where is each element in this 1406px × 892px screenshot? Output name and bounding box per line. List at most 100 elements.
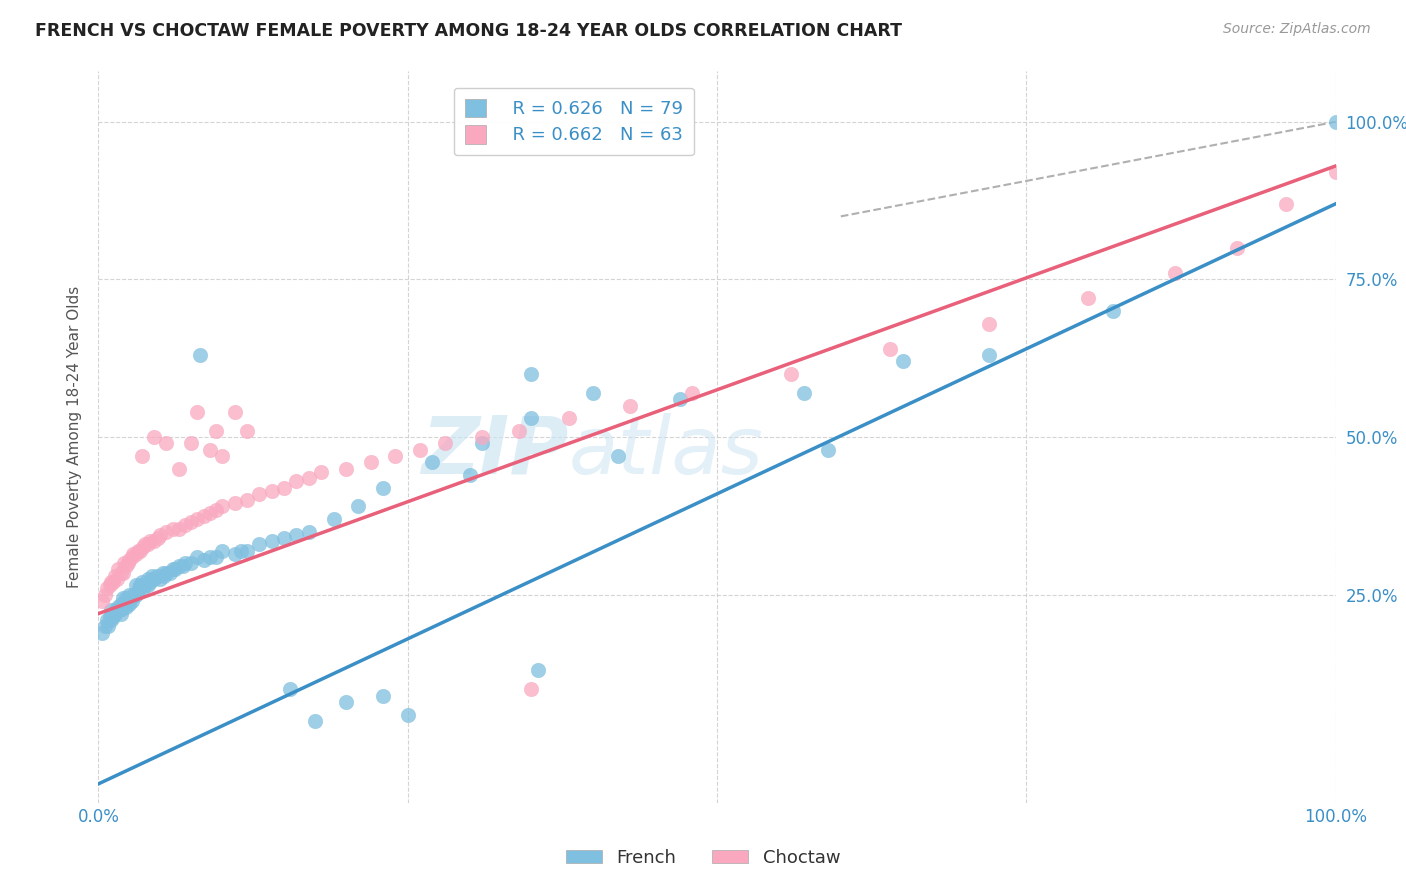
Point: [103, 609, 125, 624]
Point: [165, 562, 187, 576]
Point: [681, 386, 703, 401]
Point: [155, 566, 177, 580]
Point: [1324, 165, 1347, 179]
Point: [136, 537, 159, 551]
Text: ZIP: ZIP: [422, 413, 568, 491]
Point: [155, 436, 177, 450]
Point: [198, 506, 221, 520]
Point: [132, 582, 155, 596]
Point: [103, 569, 125, 583]
Point: [124, 547, 146, 561]
Point: [114, 559, 136, 574]
Point: [134, 578, 156, 592]
Point: [1324, 115, 1347, 129]
Point: [100, 603, 122, 617]
Point: [103, 575, 125, 590]
Point: [236, 543, 259, 558]
Point: [93, 619, 115, 633]
Point: [285, 528, 308, 542]
Point: [180, 556, 202, 570]
Point: [96, 613, 118, 627]
Point: [526, 664, 548, 678]
Point: [149, 528, 172, 542]
Point: [229, 543, 252, 558]
Point: [136, 572, 159, 586]
Point: [180, 436, 202, 450]
Point: [304, 714, 326, 728]
Point: [105, 572, 128, 586]
Point: [110, 597, 132, 611]
Point: [335, 461, 357, 475]
Point: [124, 578, 146, 592]
Point: [236, 424, 259, 438]
Point: [211, 500, 233, 514]
Point: [174, 556, 197, 570]
Point: [1164, 266, 1187, 280]
Point: [149, 572, 172, 586]
Point: [139, 534, 162, 549]
Point: [91, 625, 114, 640]
Point: [793, 386, 815, 401]
Legend: French, Choctaw: French, Choctaw: [558, 842, 848, 874]
Point: [112, 597, 135, 611]
Point: [112, 600, 135, 615]
Point: [129, 578, 152, 592]
Point: [167, 521, 190, 535]
Point: [127, 584, 149, 599]
Point: [1077, 291, 1099, 305]
Point: [607, 449, 630, 463]
Point: [110, 566, 132, 580]
Point: [91, 594, 114, 608]
Point: [132, 541, 155, 555]
Point: [458, 467, 481, 482]
Point: [247, 537, 270, 551]
Point: [371, 689, 394, 703]
Point: [224, 496, 246, 510]
Point: [124, 588, 146, 602]
Point: [118, 588, 141, 602]
Point: [817, 442, 839, 457]
Point: [309, 465, 332, 479]
Point: [112, 556, 135, 570]
Point: [278, 682, 301, 697]
Point: [98, 578, 121, 592]
Point: [159, 566, 181, 580]
Point: [396, 707, 419, 722]
Point: [236, 493, 259, 508]
Point: [143, 534, 166, 549]
Point: [180, 515, 202, 529]
Point: [360, 455, 382, 469]
Point: [188, 348, 211, 362]
Point: [508, 424, 530, 438]
Point: [211, 543, 233, 558]
Point: [347, 500, 370, 514]
Point: [891, 354, 914, 368]
Point: [285, 474, 308, 488]
Point: [298, 524, 321, 539]
Point: [384, 449, 406, 463]
Point: [122, 588, 145, 602]
Point: [1102, 304, 1125, 318]
Point: [107, 600, 129, 615]
Point: [224, 547, 246, 561]
Point: [108, 603, 131, 617]
Point: [112, 566, 135, 580]
Point: [112, 591, 135, 605]
Point: [114, 591, 136, 605]
Point: [162, 521, 184, 535]
Point: [128, 582, 150, 596]
Point: [136, 578, 159, 592]
Point: [186, 512, 208, 526]
Point: [273, 481, 295, 495]
Point: [260, 483, 283, 498]
Text: Source: ZipAtlas.com: Source: ZipAtlas.com: [1223, 22, 1371, 37]
Point: [141, 569, 163, 583]
Point: [114, 600, 136, 615]
Point: [979, 317, 1001, 331]
Point: [111, 601, 134, 615]
Point: [104, 603, 127, 617]
Point: [780, 367, 803, 381]
Point: [557, 411, 579, 425]
Point: [143, 572, 166, 586]
Point: [172, 559, 194, 574]
